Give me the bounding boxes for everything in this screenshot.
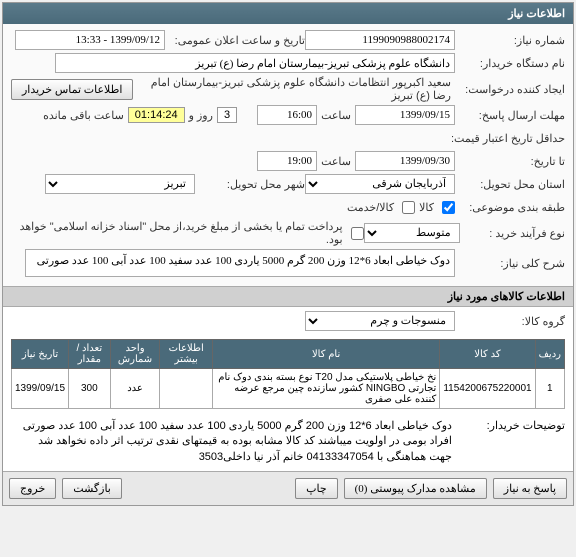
cell-more (160, 369, 212, 409)
cell-name: نخ خیاطی پلاستیکی مدل T20 نوع بسته بندی … (212, 369, 439, 409)
proc-select[interactable]: متوسط (364, 223, 460, 243)
org-input[interactable] (55, 53, 455, 73)
creator-label: ایجاد کننده درخواست: (455, 83, 565, 96)
attachments-button[interactable]: مشاهده مدارک پیوستی (0) (344, 478, 487, 499)
until-label: تا تاریخ: (455, 155, 565, 168)
cell-date: 1399/09/15 (12, 369, 69, 409)
city-label: شهر محل تحویل: (195, 178, 305, 191)
cell-code: 1154200675220001 (440, 369, 535, 409)
deadline-date-input[interactable] (355, 105, 455, 125)
days-badge: 3 (217, 107, 237, 123)
contact-button[interactable]: اطلاعات تماس خریدار (11, 79, 133, 100)
remain-label: ساعت باقی مانده (43, 109, 124, 122)
items-table: ردیف کد کالا نام کالا اطلاعات بیشتر واحد… (11, 339, 565, 409)
city-select[interactable]: تبریز (45, 174, 195, 194)
deadline-time-input[interactable] (257, 105, 317, 125)
goods-chk-label: کالا (419, 201, 434, 214)
province-select[interactable]: آذربایجان شرقی (305, 174, 455, 194)
th-more: اطلاعات بیشتر (160, 340, 212, 369)
goods-checkbox[interactable] (442, 201, 455, 214)
cell-idx: 1 (535, 369, 564, 409)
print-button[interactable]: چاپ (295, 478, 338, 499)
notes-text: دوک خیاطی ابعاد 6*12 وزن 200 گرم 5000 یا… (22, 419, 452, 465)
countdown-badge: 01:14:24 (128, 107, 185, 123)
announce-label: تاریخ و ساعت اعلان عمومی: (165, 34, 305, 47)
reply-button[interactable]: پاسخ به نیاز (493, 478, 567, 499)
time-label-2: ساعت (321, 155, 351, 168)
service-checkbox[interactable] (402, 201, 415, 214)
th-code: کد کالا (440, 340, 535, 369)
announce-input[interactable] (15, 30, 165, 50)
notes-label: توضیحات خریدار: (455, 419, 565, 432)
summary-box: دوک خیاطی ابعاد 6*12 وزن 200 گرم 5000 یا… (25, 249, 455, 277)
deadline-label: مهلت ارسال پاسخ: (455, 109, 565, 122)
time-label-1: ساعت (321, 109, 351, 122)
cell-unit: عدد (110, 369, 160, 409)
th-qty: تعداد / مقدار (69, 340, 111, 369)
need-no-input[interactable] (305, 30, 455, 50)
table-row[interactable]: 1 1154200675220001 نخ خیاطی پلاستیکی مدل… (12, 369, 565, 409)
cell-qty: 300 (69, 369, 111, 409)
th-date: تاریخ نیاز (12, 340, 69, 369)
group-label: گروه کالا: (455, 315, 565, 328)
valid-label: حداقل تاریخ اعتبار قیمت: (455, 132, 565, 145)
back-button[interactable]: بازگشت (62, 478, 122, 499)
days-label: روز و (189, 109, 213, 122)
valid-date-input[interactable] (355, 151, 455, 171)
province-label: استان محل تحویل: (455, 178, 565, 191)
valid-time-input[interactable] (257, 151, 317, 171)
th-unit: واحد شمارش (110, 340, 160, 369)
proc-label: نوع فرآیند خرید : (460, 227, 565, 240)
th-idx: ردیف (535, 340, 564, 369)
proc-note-checkbox[interactable] (351, 227, 364, 240)
panel-title: اطلاعات نیاز (3, 3, 573, 24)
budget-label: طبقه بندی موضوعی: (455, 201, 565, 214)
summary-label: شرح کلی نیاز: (455, 257, 565, 270)
need-no-label: شماره نیاز: (455, 34, 565, 47)
proc-note: پرداخت تمام یا بخشی از مبلغ خرید،از محل … (15, 220, 343, 246)
exit-button[interactable]: خروج (9, 478, 56, 499)
service-chk-label: کالا/خدمت (347, 201, 394, 214)
th-name: نام کالا (212, 340, 439, 369)
creator-text: سعید اکبرپور انتظامات دانشگاه علوم پزشکی… (137, 76, 451, 102)
group-select[interactable]: منسوجات و چرم (305, 311, 455, 331)
org-label: نام دستگاه خریدار: (455, 57, 565, 70)
items-header: اطلاعات کالاهای مورد نیاز (3, 286, 573, 307)
